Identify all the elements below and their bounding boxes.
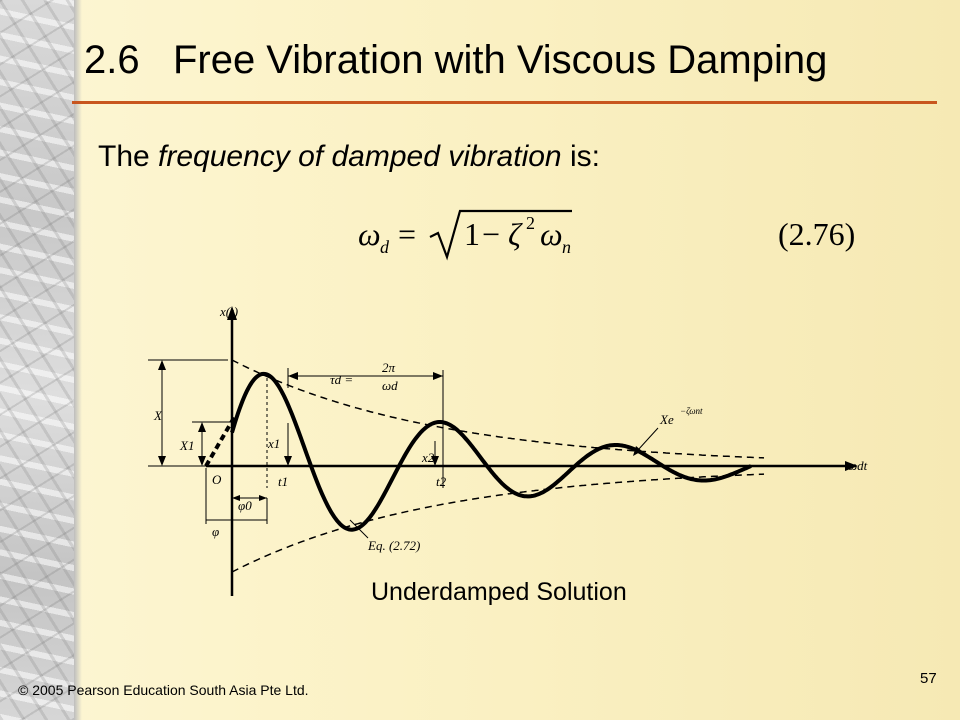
eq-ref-leader	[349, 519, 369, 539]
vertical-axis-arrow	[227, 306, 237, 320]
x2-label: x2	[421, 450, 435, 465]
response-curve	[230, 371, 752, 532]
copyright-notice: © 2005 Pearson Education South Asia Pte …	[18, 682, 309, 698]
svg-text:d: d	[380, 237, 390, 257]
period-fraction-den: ωd	[382, 378, 398, 393]
axis-x-label: ωdt	[848, 458, 868, 473]
X-label: X	[153, 408, 163, 423]
phase-extension	[204, 414, 237, 468]
intro-emphasis: frequency of damped vibration	[158, 140, 562, 173]
damped-frequency-equation: ω d = 1 − ζ 2 ω n (2.76)	[358, 209, 855, 261]
underdamped-response-plot: x(t) ωdt τd = 2π ωd Xe −ζωnt Eq. (2.72) …	[148, 304, 868, 596]
square-root-sign	[429, 209, 572, 261]
lower-envelope	[231, 473, 765, 573]
svg-text:−: −	[482, 216, 500, 252]
equation-ref-label: Eq. (2.72)	[367, 538, 420, 553]
svg-text:n: n	[562, 237, 571, 257]
omega-d-symbol: ω	[358, 216, 381, 252]
marble-sidebar	[0, 0, 74, 720]
intro-prefix: The	[98, 140, 159, 173]
X1-label: X1	[179, 438, 194, 453]
title-underline	[72, 101, 937, 104]
envelope-label: Xe	[659, 412, 674, 427]
phi-label: φ	[212, 524, 219, 539]
x1-label: x1	[267, 436, 280, 451]
sidebar-edge	[74, 0, 82, 720]
phi0-label: φ0	[238, 498, 252, 513]
upper-envelope	[231, 359, 765, 459]
intro-suffix: is:	[561, 140, 600, 173]
svg-text:1: 1	[464, 216, 480, 252]
intro-sentence: The frequency of damped vibration is:	[98, 140, 600, 174]
slide-title: 2.6 Free Vibration with Viscous Damping	[84, 38, 828, 82]
equation-number: (2.76)	[778, 216, 855, 252]
omega-n-symbol: ω	[540, 216, 563, 252]
horizontal-axis-arrow	[845, 461, 858, 471]
period-fraction-num: 2π	[382, 360, 396, 375]
origin-label: O	[212, 472, 222, 487]
equals-sign: =	[398, 216, 416, 252]
t2-label: t2	[436, 474, 447, 489]
envelope-exponent: −ζωnt	[680, 406, 703, 416]
figure-caption: Underdamped Solution	[371, 578, 627, 606]
period-label: τd =	[330, 372, 353, 387]
t1-label: t1	[278, 474, 288, 489]
svg-text:ζ: ζ	[508, 216, 523, 252]
svg-text:2: 2	[526, 213, 535, 233]
axis-y-label: x(t)	[219, 304, 238, 319]
envelope-leader	[637, 427, 659, 451]
page-number: 57	[920, 670, 937, 687]
